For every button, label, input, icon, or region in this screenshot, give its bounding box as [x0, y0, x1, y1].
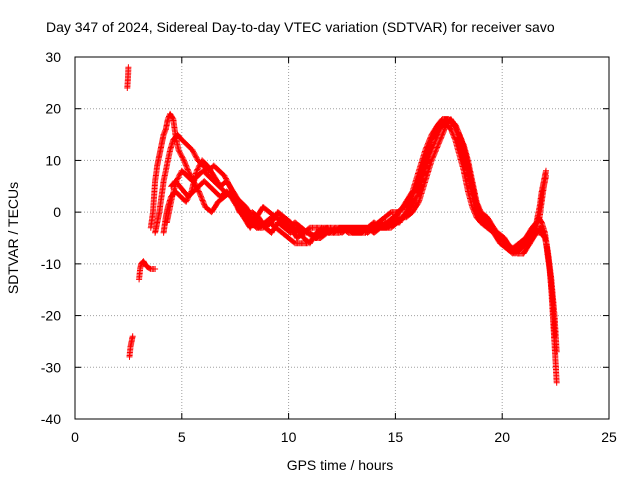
x-tick-label: 0: [71, 429, 79, 445]
plot-frame: [74, 56, 610, 420]
y-tick-label: -20: [41, 308, 61, 324]
y-axis-label: SDTVAR / TECUs: [5, 182, 21, 294]
y-tick-label: -40: [41, 411, 61, 427]
x-axis-label: GPS time / hours: [287, 457, 394, 473]
chart-title: Day 347 of 2024, Sidereal Day-to-day VTE…: [46, 19, 555, 35]
y-tick-label: 10: [45, 152, 61, 168]
axis-ticks: [74, 56, 610, 420]
y-tick-label: -30: [41, 359, 61, 375]
x-tick-label: 10: [281, 429, 297, 445]
x-tick-label: 5: [178, 429, 186, 445]
y-tick-label: 20: [45, 101, 61, 117]
x-tick-label: 15: [388, 429, 404, 445]
data-points: [124, 64, 560, 386]
series-points: [124, 64, 560, 386]
y-tick-label: -10: [41, 256, 61, 272]
y-tick-label: 0: [53, 204, 61, 220]
y-tick-label: 30: [45, 49, 61, 65]
x-tick-label: 25: [601, 429, 617, 445]
x-tick-labels: 0 5 10 15 20 25: [71, 429, 617, 445]
y-tick-labels: -40 -30 -20 -10 0 10 20 30: [41, 49, 61, 427]
x-tick-label: 20: [494, 429, 510, 445]
